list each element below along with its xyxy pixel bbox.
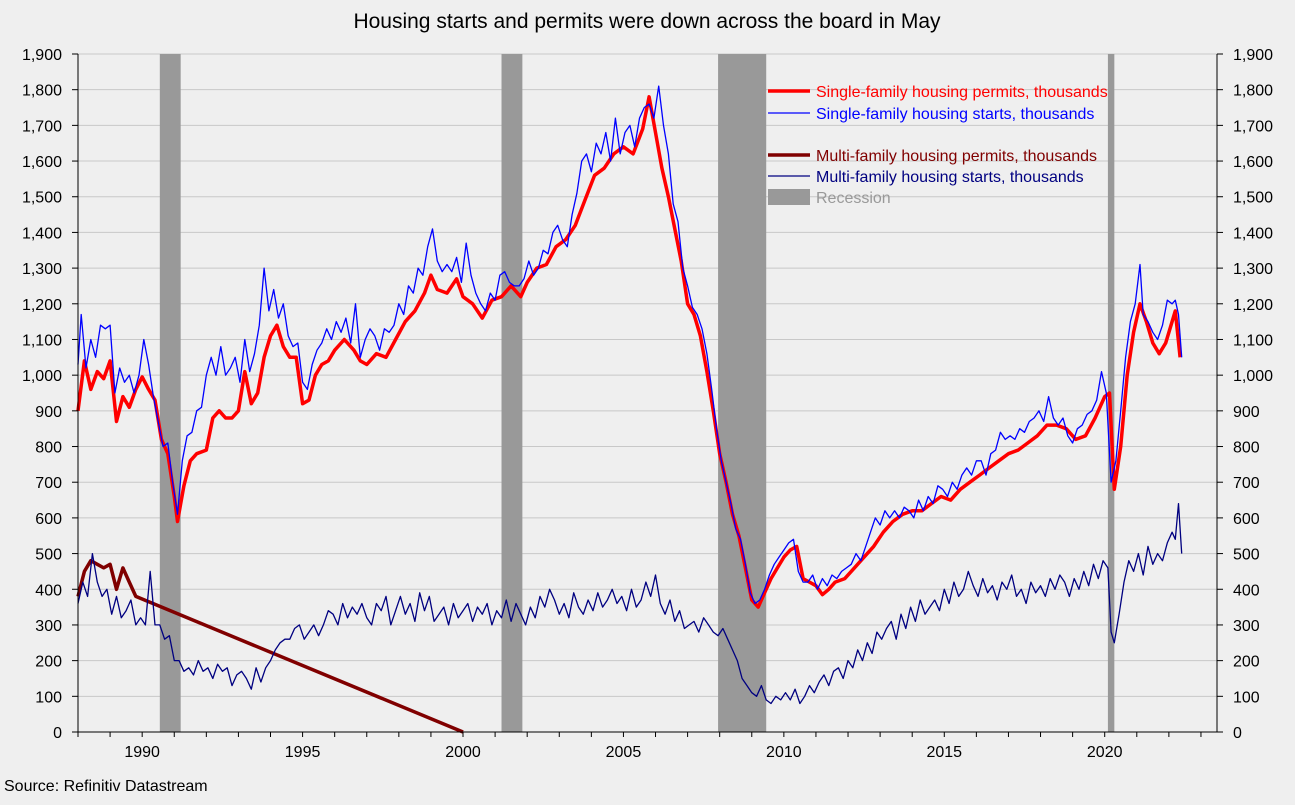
- recession-band: [718, 54, 767, 732]
- x-tick-label: 2020: [1087, 744, 1123, 761]
- recession-band: [501, 54, 523, 732]
- y-tick-label-left: 1,400: [22, 225, 62, 242]
- y-tick-label-right: 1,600: [1233, 154, 1273, 171]
- y-tick-label-right: 1,900: [1233, 47, 1273, 64]
- y-tick-label-left: 0: [53, 725, 62, 742]
- y-tick-label-left: 900: [35, 404, 62, 421]
- y-tick-label-left: 1,200: [22, 297, 62, 314]
- y-tick-label-right: 1,200: [1233, 297, 1273, 314]
- y-tick-label-right: 400: [1233, 582, 1260, 599]
- y-tick-label-left: 1,500: [22, 190, 62, 207]
- x-tick-label: 1990: [124, 744, 160, 761]
- y-tick-label-right: 900: [1233, 404, 1260, 421]
- y-tick-label-left: 1,700: [22, 118, 62, 135]
- series-line-3: [77, 502, 1183, 705]
- x-tick-label: 2000: [445, 744, 481, 761]
- y-tick-label-right: 1,300: [1233, 261, 1273, 278]
- y-tick-label-right: 500: [1233, 547, 1260, 564]
- recession-bands: [159, 54, 1115, 732]
- y-tick-label-left: 1,900: [22, 47, 62, 64]
- legend-label-2: Multi-family housing permits, thousands: [816, 148, 1097, 165]
- legend-label-0: Single-family housing permits, thousands: [816, 84, 1108, 101]
- legend-label-3: Multi-family housing starts, thousands: [816, 169, 1084, 186]
- y-tick-label-right: 1,400: [1233, 225, 1273, 242]
- x-tick-label: 2010: [766, 744, 802, 761]
- x-tick-label: 2015: [926, 744, 962, 761]
- y-tick-label-left: 1,800: [22, 83, 62, 100]
- y-tick-label-left: 700: [35, 475, 62, 492]
- y-tick-label-left: 1,600: [22, 154, 62, 171]
- legend-label-recession: Recession: [816, 190, 891, 207]
- y-tick-label-right: 600: [1233, 511, 1260, 528]
- y-tick-label-left: 200: [35, 654, 62, 671]
- chart-title: Housing starts and permits were down acr…: [353, 10, 941, 33]
- series-line-0: [76, 95, 1182, 609]
- axes: 0 0 100 100 200 200 300 300 400 400 500 500 600 600 70…: [22, 47, 1273, 761]
- y-tick-label-right: 1,100: [1233, 332, 1273, 349]
- y-tick-label-left: 500: [35, 547, 62, 564]
- y-tick-label-left: 1,300: [22, 261, 62, 278]
- x-tick-label: 2005: [606, 744, 642, 761]
- y-tick-label-left: 100: [35, 689, 62, 706]
- x-tick-label: 1995: [285, 744, 321, 761]
- y-tick-label-right: 700: [1233, 475, 1260, 492]
- y-tick-label-left: 600: [35, 511, 62, 528]
- legend-swatch-recession: [768, 189, 810, 205]
- y-tick-label-right: 200: [1233, 654, 1260, 671]
- y-tick-label-left: 300: [35, 618, 62, 635]
- y-tick-label-left: 1,100: [22, 332, 62, 349]
- series-line-1: [77, 85, 1183, 605]
- y-tick-label-right: 300: [1233, 618, 1260, 635]
- series-line-2: [76, 558, 464, 734]
- y-tick-label-left: 1,000: [22, 368, 62, 385]
- legend: Single-family housing permits, thousands…: [768, 84, 1108, 207]
- y-tick-label-left: 800: [35, 440, 62, 457]
- y-tick-label-right: 1,700: [1233, 118, 1273, 135]
- y-tick-label-right: 100: [1233, 689, 1260, 706]
- y-tick-label-right: 0: [1233, 725, 1242, 742]
- legend-label-1: Single-family housing starts, thousands: [816, 106, 1094, 123]
- source-note: Source: Refinitiv Datastream: [4, 778, 208, 795]
- recession-band: [159, 54, 181, 732]
- series-lines: [76, 85, 1183, 734]
- y-tick-label-right: 1,500: [1233, 190, 1273, 207]
- y-tick-label-right: 1,800: [1233, 83, 1273, 100]
- y-tick-label-right: 1,000: [1233, 368, 1273, 385]
- y-tick-label-left: 400: [35, 582, 62, 599]
- y-tick-label-right: 800: [1233, 440, 1260, 457]
